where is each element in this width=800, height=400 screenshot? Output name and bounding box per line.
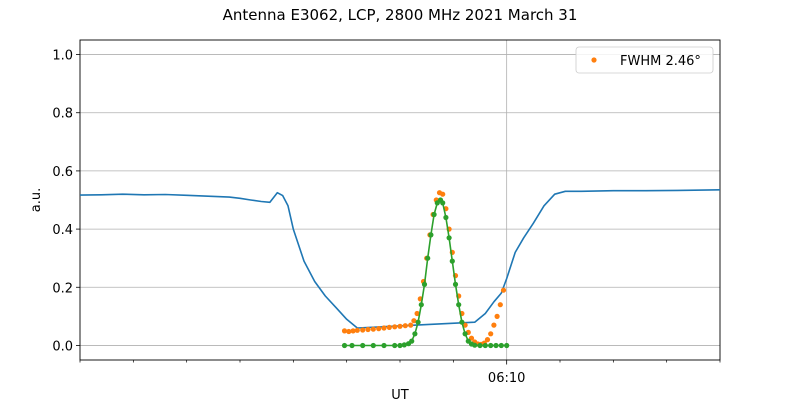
- series-point-2: [397, 342, 403, 349]
- series-point-2: [425, 255, 431, 261]
- series-point-2: [341, 342, 348, 349]
- series-point-1: [386, 324, 392, 330]
- series-point-2: [415, 319, 421, 325]
- series-point-2: [449, 258, 455, 264]
- series-point-1: [411, 318, 417, 324]
- series-point-1: [381, 325, 387, 331]
- series-point-1: [408, 322, 414, 328]
- series-point-2: [459, 319, 465, 325]
- series-point-1: [365, 326, 371, 333]
- series-point-1: [376, 326, 382, 332]
- series-point-2: [477, 342, 483, 349]
- series-point-2: [482, 342, 488, 349]
- chart-title: Antenna E3062, LCP, 2800 MHz 2021 March …: [223, 6, 578, 24]
- series-layer: [79, 189, 721, 349]
- series-point-1: [484, 337, 491, 343]
- series-point-1: [360, 327, 366, 333]
- series-point-1: [440, 191, 446, 197]
- series-point-2: [428, 232, 434, 238]
- series-point-1: [350, 328, 356, 334]
- series-point-1: [500, 287, 507, 293]
- y-tick-label: 0.4: [52, 223, 73, 238]
- y-tick-label: 0.6: [52, 165, 73, 180]
- x-tick-label: 06:10: [488, 371, 525, 386]
- y-tick-label: 0.2: [52, 281, 73, 296]
- series-point-2: [421, 281, 428, 287]
- y-tick-label: 0.0: [52, 339, 73, 354]
- series-point-2: [446, 235, 452, 241]
- series-point-2: [409, 338, 415, 344]
- series-point-2: [412, 331, 418, 337]
- series-point-1: [392, 324, 398, 330]
- series-point-2: [498, 342, 504, 349]
- series-point-1: [414, 310, 420, 317]
- series-point-1: [370, 326, 376, 332]
- y-axis-label: a.u.: [29, 188, 44, 212]
- series-point-2: [418, 302, 424, 308]
- series-point-2: [401, 342, 407, 348]
- series-point-2: [462, 331, 468, 337]
- series-point-2: [456, 302, 462, 308]
- series-point-1: [354, 327, 360, 333]
- series-point-1: [397, 323, 403, 329]
- series-point-2: [381, 342, 387, 349]
- series-point-1: [346, 328, 352, 335]
- series-point-2: [349, 342, 355, 349]
- series-point-2: [370, 342, 376, 349]
- series-point-2: [392, 342, 398, 349]
- legend-marker: [591, 57, 597, 63]
- series-point-1: [341, 328, 348, 334]
- series-point-2: [488, 342, 494, 349]
- series-point-2: [504, 342, 510, 349]
- series-point-1: [497, 302, 503, 308]
- legend-label: FWHM 2.46°: [620, 54, 701, 69]
- series-point-1: [402, 323, 408, 329]
- series-line-0: [79, 189, 721, 329]
- series-point-2: [440, 200, 446, 206]
- legend-box: [575, 46, 714, 74]
- x-axis-label: UT: [391, 388, 409, 400]
- series-point-2: [452, 281, 459, 287]
- series-point-2: [431, 211, 437, 218]
- series-point-1: [494, 313, 500, 319]
- series-point-2: [360, 342, 366, 349]
- y-tick-label: 1.0: [52, 49, 73, 64]
- series-point-2: [443, 214, 449, 221]
- series-point-1: [491, 322, 497, 328]
- ticks: 0.0 0.2 0.4 0.6 0.8 1.0 06:10: [52, 49, 721, 386]
- legend: FWHM 2.46°: [575, 46, 714, 74]
- y-tick-label: 0.8: [52, 107, 73, 122]
- series-point-2: [472, 342, 478, 348]
- series-point-1: [488, 331, 494, 337]
- series-point-2: [493, 342, 499, 349]
